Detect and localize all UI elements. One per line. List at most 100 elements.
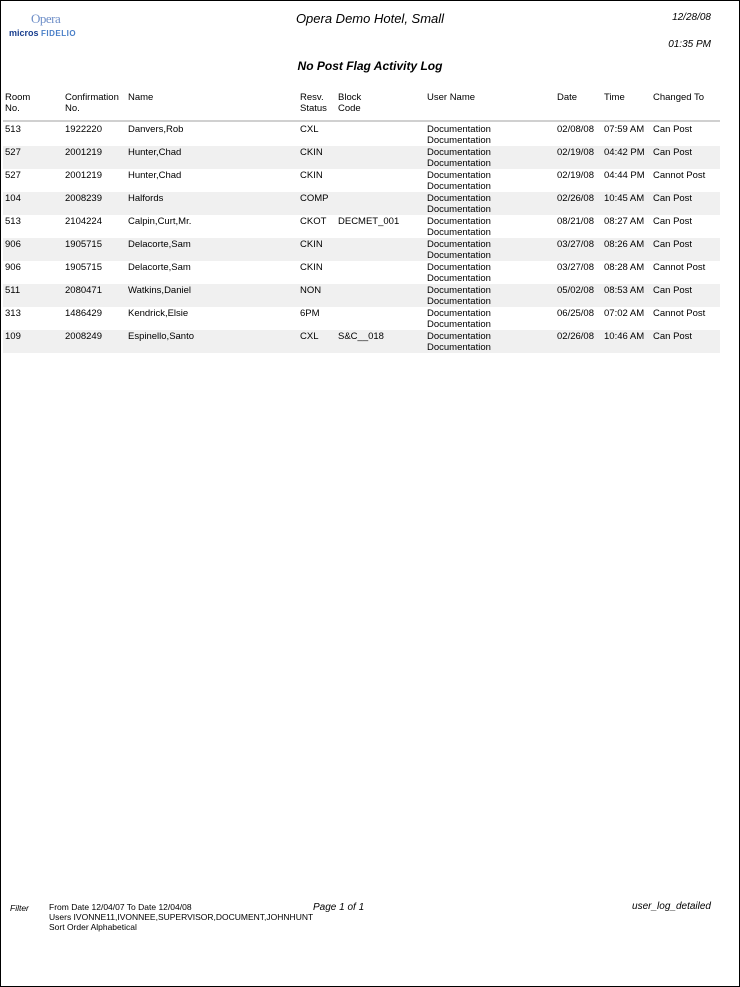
cell-time: 08:28 AM [604, 262, 645, 273]
column-header-line: Room [5, 92, 31, 103]
cell-user-name: Documentation [427, 147, 491, 158]
cell-user-name: Documentation [427, 124, 491, 135]
cell-changed-to: Cannot Post [653, 262, 706, 273]
table-row: 313 1486429 Kendrick,Elsie 6PM Documentation… [3, 307, 720, 330]
cell-confirmation-no: 1905715 [65, 262, 102, 273]
column-header: Time [604, 92, 625, 103]
cell-guest-name: Danvers,Rob [128, 124, 184, 135]
cell-changed-to: Can Post [653, 239, 693, 250]
cell-confirmation-no: 2104224 [65, 216, 102, 227]
cell-room-no: 511 [5, 285, 21, 296]
column-header-line: Block [338, 92, 362, 103]
column-header-line: Code [338, 103, 361, 114]
cell-user-name-2: Documentation [427, 250, 491, 261]
table-row: 906 1905715 Delacorte,Sam CKIN Documentation… [3, 238, 720, 261]
cell-block-code: S&C__018 [338, 331, 384, 342]
cell-user-name-2: Documentation [427, 319, 491, 330]
cell-resv-status: COMP [300, 193, 329, 204]
cell-changed-to: Cannot Post [653, 308, 706, 319]
table-row: 527 2001219 Hunter,Chad CKIN Documentation Do… [3, 146, 720, 169]
cell-date: 02/26/08 [557, 331, 594, 342]
cell-time: 07:59 AM [604, 124, 645, 135]
cell-user-name: Documentation [427, 331, 491, 342]
cell-confirmation-no: 2008239 [65, 193, 102, 204]
column-header-line: Date [557, 92, 578, 103]
filter-label: Filter [10, 903, 29, 913]
cell-changed-to: Can Post [653, 124, 693, 135]
cell-time: 10:45 AM [604, 193, 645, 204]
cell-resv-status: CXL [300, 124, 319, 135]
column-header-line: No. [5, 103, 20, 114]
table-row: 104 2008239 Halfords COMP Documentation Docum… [3, 192, 720, 215]
column-header-line: Confirmation [65, 92, 119, 103]
page-number: Page 1 of 1 [313, 902, 365, 913]
cell-room-no: 513 [5, 124, 21, 135]
header-divider [3, 120, 720, 122]
cell-user-name-2: Documentation [427, 181, 491, 192]
cell-guest-name: Kendrick,Elsie [128, 308, 189, 319]
column-header-line: No. [65, 103, 80, 114]
cell-guest-name: Watkins,Daniel [128, 285, 192, 296]
cell-changed-to: Can Post [653, 147, 693, 158]
cell-room-no: 513 [5, 216, 21, 227]
cell-resv-status: CKIN [300, 239, 323, 250]
cell-confirmation-no: 2080471 [65, 285, 102, 296]
cell-date: 03/27/08 [557, 262, 594, 273]
cell-user-name: Documentation [427, 308, 491, 319]
column-header-line: User Name [427, 92, 476, 103]
filter-users: Users IVONNE11,IVONNEE,SUPERVISOR,DOCUME… [49, 912, 314, 922]
cell-user-name-2: Documentation [427, 296, 491, 307]
cell-user-name-2: Documentation [427, 342, 491, 353]
cell-date: 02/19/08 [557, 147, 594, 158]
column-header: Changed To [653, 92, 704, 103]
cell-user-name: Documentation [427, 239, 491, 250]
cell-user-name-2: Documentation [427, 273, 491, 284]
cell-resv-status: CKIN [300, 262, 323, 273]
cell-changed-to: Cannot Post [653, 170, 706, 181]
cell-guest-name: Delacorte,Sam [128, 239, 191, 250]
table-row: 511 2080471 Watkins,Daniel NON Documentation… [3, 284, 720, 307]
cell-guest-name: Espinello,Santo [128, 331, 195, 342]
column-header: Room No. [5, 92, 30, 114]
cell-resv-status: 6PM [300, 308, 320, 319]
cell-date: 06/25/08 [557, 308, 594, 319]
cell-user-name: Documentation [427, 262, 491, 273]
cell-user-name-2: Documentation [427, 158, 491, 169]
cell-user-name: Documentation [427, 216, 491, 227]
cell-time: 04:42 PM [604, 147, 645, 158]
cell-resv-status: CXL [300, 331, 319, 342]
cell-guest-name: Hunter,Chad [128, 170, 182, 181]
column-header-line: Changed To [653, 92, 705, 103]
cell-date: 02/08/08 [557, 124, 594, 135]
column-header: Date [557, 92, 577, 103]
report-title: No Post Flag Activity Log [297, 59, 443, 73]
cell-room-no: 104 [5, 193, 21, 204]
cell-time: 08:26 AM [604, 239, 645, 250]
cell-changed-to: Can Post [653, 331, 693, 342]
cell-room-no: 527 [5, 170, 21, 181]
cell-room-no: 313 [5, 308, 21, 319]
cell-room-no: 906 [5, 262, 21, 273]
cell-guest-name: Hunter,Chad [128, 147, 182, 158]
column-header: User Name [427, 92, 475, 103]
cell-user-name: Documentation [427, 285, 491, 296]
cell-time: 04:44 PM [604, 170, 645, 181]
cell-guest-name: Calpin,Curt,Mr. [128, 216, 192, 227]
report-name: user_log_detailed [632, 901, 711, 912]
hotel-name: Opera Demo Hotel, Small [295, 11, 445, 26]
cell-resv-status: CKIN [300, 147, 323, 158]
cell-user-name-2: Documentation [427, 135, 491, 146]
cell-room-no: 527 [5, 147, 21, 158]
column-header-line: Time [604, 92, 625, 103]
cell-confirmation-no: 2001219 [65, 147, 102, 158]
cell-time: 07:02 AM [604, 308, 645, 319]
cell-changed-to: Can Post [653, 193, 693, 204]
opera-micros-fidelio-logo: Opera micros FIDELIO [9, 11, 77, 38]
cell-time: 10:46 AM [604, 331, 645, 342]
report-table: 513 1922220 Danvers,Rob CXL Documentation Doc… [3, 123, 720, 353]
cell-date: 08/21/08 [557, 216, 594, 227]
column-header: Confirmation No. [65, 92, 119, 114]
cell-confirmation-no: 2008249 [65, 331, 102, 342]
table-row: 513 2104224 Calpin,Curt,Mr. CKOT DECMET_001 D… [3, 215, 720, 238]
